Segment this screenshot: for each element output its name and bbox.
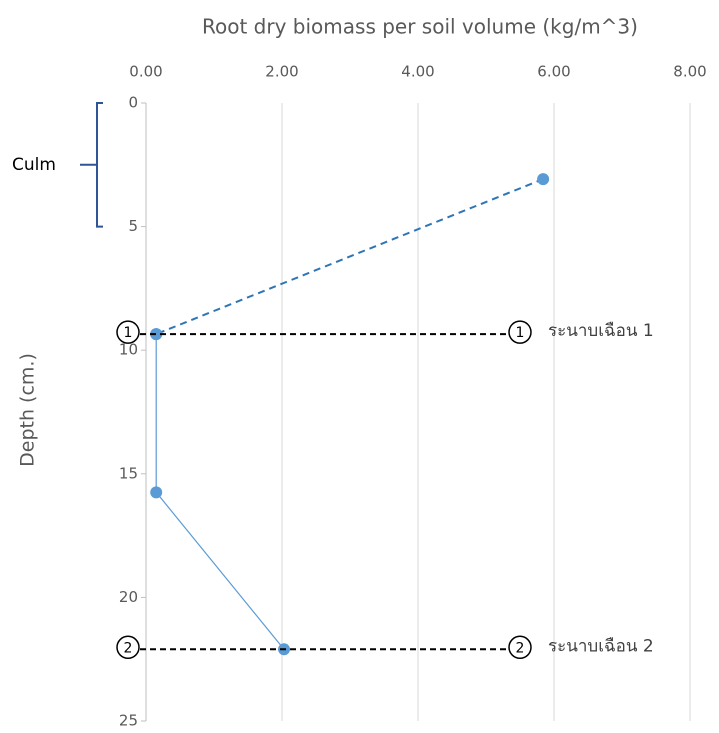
y-tick-label: 5: [128, 217, 138, 235]
marker-number: 2: [124, 640, 133, 656]
shear-plane-label: ระนาบเฉือน 1: [548, 321, 654, 341]
x-tick-label: 0.00: [129, 63, 162, 81]
shear-plane-label: ระนาบเฉือน 2: [548, 636, 654, 656]
x-tick-label: 4.00: [401, 63, 434, 81]
y-tick-label: 25: [119, 712, 138, 730]
y-tick-label: 20: [119, 588, 138, 606]
chart-title: Root dry biomass per soil volume (kg/m^3…: [202, 15, 638, 39]
series-line: [156, 334, 284, 649]
data-point: [537, 173, 549, 185]
marker-number: 1: [124, 325, 133, 341]
y-axis-label: Depth (cm.): [17, 353, 39, 467]
y-tick-label: 0: [128, 94, 138, 112]
series-line: [156, 179, 543, 334]
marker-number: 1: [516, 325, 525, 341]
bracket: [80, 103, 103, 227]
chart: Root dry biomass per soil volume (kg/m^3…: [0, 0, 719, 733]
x-tick-label: 2.00: [265, 63, 298, 81]
data-point: [150, 486, 162, 498]
bracket-label: Culm: [12, 155, 56, 175]
marker-number: 2: [516, 640, 525, 656]
x-tick-label: 8.00: [673, 63, 706, 81]
y-tick-label: 15: [119, 464, 138, 482]
x-tick-label: 6.00: [537, 63, 570, 81]
